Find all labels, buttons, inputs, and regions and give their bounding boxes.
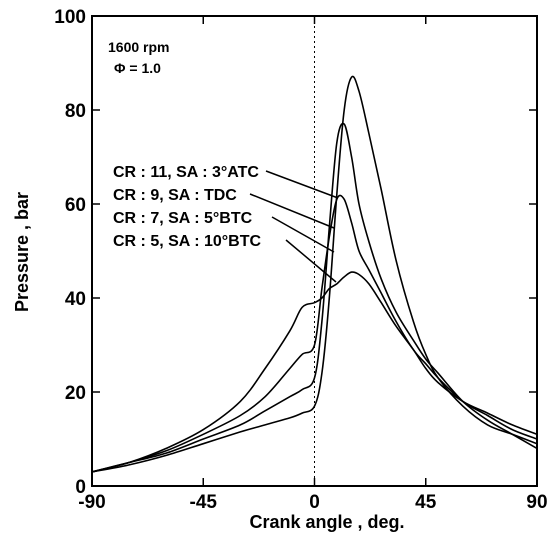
x-tick-label: -45 xyxy=(190,492,218,513)
y-tick-label: 0 xyxy=(75,477,86,498)
series-line-3 xyxy=(91,194,538,473)
legend-leader-line-2 xyxy=(249,193,335,229)
legend: CR : 11, SA : 3°ATC CR : 9, SA : TDC CR : … xyxy=(113,164,339,283)
y-tick-label: 60 xyxy=(65,195,86,216)
legend-leader-line-1 xyxy=(265,170,339,199)
axis-ticks: -90 -45 0 45 90 0 20 40 60 80 100 xyxy=(54,7,547,513)
x-tick-label: -90 xyxy=(78,492,105,513)
legend-label-2: CR : 9, SA : TDC xyxy=(113,187,237,204)
x-axis-title: Crank angle , deg. xyxy=(249,512,404,532)
y-tick-label: 40 xyxy=(65,289,86,310)
annotation-rpm: 1600 rpm xyxy=(108,39,169,55)
y-axis-title: Pressure , bar xyxy=(12,192,32,312)
legend-label-3: CR : 7, SA : 5°BTC xyxy=(113,210,253,227)
annotation-phi: Φ = 1.0 xyxy=(114,60,161,76)
legend-leader-line-4 xyxy=(285,239,337,283)
x-tick-label: 0 xyxy=(309,492,320,513)
legend-label-1: CR : 11, SA : 3°ATC xyxy=(113,164,259,181)
x-tick-label: 45 xyxy=(415,492,437,513)
y-tick-label: 80 xyxy=(65,101,86,122)
legend-label-4: CR : 5, SA : 10°BTC xyxy=(113,233,261,250)
y-tick-label: 100 xyxy=(54,7,86,28)
series-line-2 xyxy=(91,122,538,473)
y-tick-label: 20 xyxy=(65,383,86,404)
legend-leader-line-3 xyxy=(271,216,335,253)
plot-area xyxy=(91,15,538,487)
x-tick-label: 90 xyxy=(526,492,547,513)
series-line-4 xyxy=(91,271,538,473)
series-lines xyxy=(91,75,538,473)
